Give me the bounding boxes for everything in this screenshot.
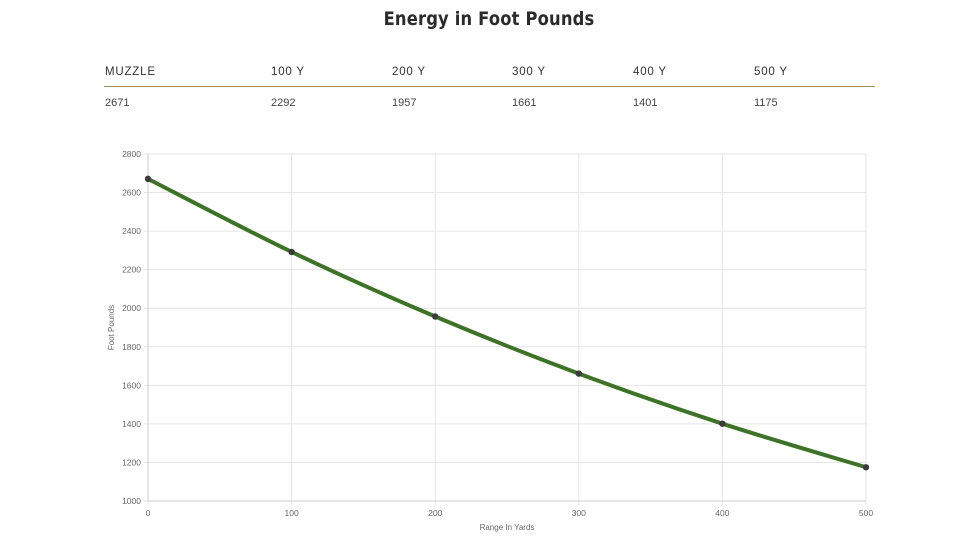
data-point <box>144 175 152 183</box>
header-muzzle: MUZZLE <box>105 66 156 78</box>
value-300y: 1661 <box>512 97 537 109</box>
y-tick-label: 1600 <box>122 380 141 390</box>
table-header-row: MUZZLE 100 Y 200 Y 300 Y 400 Y 500 Y <box>104 62 875 87</box>
header-400y: 400 Y <box>633 66 667 78</box>
chart-grid <box>144 153 867 505</box>
chart-series <box>144 175 870 471</box>
value-100y: 2292 <box>271 97 296 109</box>
x-axis-title: Range In Yards <box>480 523 535 532</box>
y-tick-label: 2400 <box>122 226 141 236</box>
header-200y: 200 Y <box>392 66 426 78</box>
data-point <box>432 313 439 320</box>
chart-axes: 1000120014001600180020002200240026002800… <box>122 149 873 518</box>
value-400y: 1401 <box>633 97 658 109</box>
x-tick-label: 400 <box>715 508 729 518</box>
header-100y: 100 Y <box>271 66 305 78</box>
y-tick-label: 2000 <box>122 303 141 313</box>
x-tick-label: 500 <box>859 508 873 518</box>
x-tick-label: 0 <box>146 508 151 518</box>
value-muzzle: 2671 <box>105 97 130 109</box>
y-tick-label: 2200 <box>122 265 141 275</box>
energy-series-line <box>146 176 868 470</box>
y-tick-label: 2800 <box>122 149 141 159</box>
y-tick-label: 1200 <box>122 457 141 467</box>
energy-table: MUZZLE 100 Y 200 Y 300 Y 400 Y 500 Y 267… <box>104 62 875 111</box>
header-500y: 500 Y <box>754 66 788 78</box>
y-tick-label: 1000 <box>122 496 141 506</box>
data-point <box>575 370 582 377</box>
data-point <box>288 248 295 256</box>
data-point <box>719 420 726 427</box>
y-axis-title: Foot Pounds <box>107 305 116 350</box>
value-500y: 1175 <box>754 97 778 109</box>
y-tick-label: 1400 <box>122 419 141 429</box>
data-point <box>862 464 870 471</box>
y-tick-label: 2600 <box>122 188 141 198</box>
y-tick-label: 1800 <box>122 342 141 352</box>
x-tick-label: 200 <box>428 508 442 518</box>
table-value-row: 2671 2292 1957 1661 1401 1175 <box>104 87 875 111</box>
header-300y: 300 Y <box>512 66 546 78</box>
page-title: Energy in Foot Pounds <box>383 8 595 30</box>
value-200y: 1957 <box>392 97 417 109</box>
x-tick-label: 100 <box>285 508 299 518</box>
x-tick-label: 300 <box>572 508 586 518</box>
